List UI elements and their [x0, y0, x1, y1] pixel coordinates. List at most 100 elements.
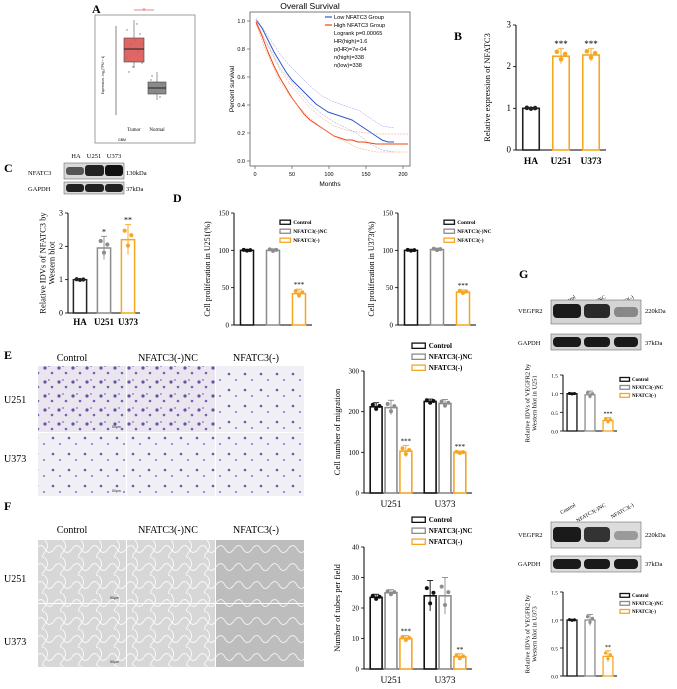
legend-label: NFATC3(-) [457, 237, 484, 244]
survival-hr: HR(high)=1.6 [334, 39, 367, 45]
y-axis-label: Cell proliferation in U373(%) [367, 221, 376, 317]
y-tick-label: 0.5 [551, 647, 558, 653]
survival-nlow: n(low)=338 [334, 63, 362, 69]
y-tick-label: 30 [352, 574, 360, 582]
survival-xtick-label: 200 [398, 172, 407, 178]
data-point [588, 394, 592, 398]
legend-swatch [411, 527, 426, 534]
y-tick-label: 40 [352, 544, 360, 552]
legend-label: Control [632, 594, 649, 599]
chart-g-u373: 0.0 0.5 1.0 1.5 Relative IDVs of VEGFR2 byWe… [524, 591, 617, 681]
bar [384, 406, 398, 494]
wb-c-size-37: 37kDa [126, 186, 143, 193]
legend-label: NFATC3(-)NC [293, 228, 327, 235]
tube-u373-control [38, 604, 126, 667]
y-tick-label: 50 [222, 284, 230, 292]
legend-g-u251: Control NFATC3(-)NC NFATC3(-) [619, 376, 664, 399]
bar [399, 637, 413, 670]
legend-swatch [443, 219, 456, 225]
data-point [245, 248, 249, 253]
data-point [572, 391, 577, 396]
data-point [74, 277, 79, 282]
legend-swatch [279, 219, 292, 225]
wb-g2-band-nc [584, 527, 610, 542]
survival-ytick-label: 1.0 [237, 19, 245, 25]
data-point [374, 596, 379, 601]
panel-a-survival: Overall Survival Percent survival Months… [229, 1, 411, 188]
y-tick-label: 1.0 [551, 619, 558, 625]
data-point [439, 399, 444, 404]
bar [566, 619, 578, 677]
bar [369, 405, 383, 494]
data-point [428, 601, 433, 606]
legend-label: NFATC3(-) [632, 394, 656, 399]
y-tick-label: 1.0 [551, 392, 558, 398]
wb-g1-size-220: 220kDa [645, 308, 666, 315]
data-point [457, 450, 462, 455]
data-point [274, 247, 279, 252]
legend-swatch [443, 237, 456, 243]
bar [72, 278, 88, 314]
wb-c-row-gapdh: GAPDH [28, 186, 51, 193]
data-point [267, 247, 272, 252]
bar [455, 291, 471, 326]
survival-xlabel: Months [319, 181, 341, 188]
data-point [608, 653, 613, 657]
y-tick-label: 0 [390, 322, 394, 330]
y-tick-label: 150 [219, 210, 230, 218]
image-col-nc: NFATC3(-)NC [138, 353, 198, 364]
data-point [592, 50, 598, 56]
bar [403, 249, 419, 326]
x-category-label: HA [524, 157, 538, 167]
significance-label: *** [458, 282, 469, 290]
legend-g-u373: Control NFATC3(-)NC NFATC3(-) [619, 592, 664, 615]
y-tick-label: 0.0 [551, 430, 558, 436]
panel-label-e: E [4, 348, 12, 362]
survival-legend-high: High NFATC3 Group [334, 23, 385, 29]
y-axis-label: Relative expression of NFATC3 [482, 33, 492, 142]
wb-g2-band-gapdh-1 [553, 559, 581, 569]
y-axis-label: Relative IDVs of VEGFR2 byWestern blot i… [524, 363, 538, 442]
y-tick-label: 0 [356, 490, 360, 498]
bar [429, 248, 445, 326]
wb-g2-lane-knock: NFATC3(-) [610, 502, 636, 521]
data-point [407, 635, 412, 640]
y-tick-label: 100 [349, 449, 360, 457]
survival-frame [249, 11, 411, 167]
data-point [562, 51, 568, 57]
survival-nhigh: n(high)=338 [334, 55, 364, 61]
survival-ci-low-upper [255, 17, 395, 129]
bar [399, 450, 413, 494]
wb-g2-band-knock [614, 531, 638, 540]
data-point [293, 288, 298, 293]
image-row-u373: U373 [4, 454, 26, 465]
bar [453, 451, 467, 494]
data-point [461, 291, 465, 296]
panel-label-b: B [454, 29, 462, 43]
data-point [590, 616, 595, 620]
significance-label: *** [554, 39, 568, 49]
y-axis-label-line: Western blot in U373 [532, 606, 539, 662]
data-point [570, 618, 574, 622]
y-axis-label-line: Cell proliferation in U251(%) [203, 221, 212, 317]
data-point [585, 390, 590, 395]
data-point [588, 55, 594, 60]
data-point [271, 248, 275, 253]
legend-swatch [279, 237, 292, 243]
survival-ylabel: Percent survival [229, 65, 236, 112]
panel-a-boxplot: A Expression - log₂(TPM + 1) * Tumor Nor… [92, 2, 196, 144]
data-point [590, 392, 595, 396]
legend-label: Control [429, 516, 452, 524]
tube-u373-nc [127, 604, 215, 667]
significance-label: *** [604, 412, 613, 418]
data-point [81, 277, 86, 282]
wb-g1-row-vegfr2: VEGFR2 [518, 308, 543, 315]
boxplot-cat-tumor: Tumor [127, 128, 141, 133]
data-point [457, 288, 462, 293]
data-point [424, 586, 429, 591]
data-point [385, 401, 390, 406]
legend-f: Control NFATC3(-)NC NFATC3(-) [411, 516, 472, 546]
legend-swatch [619, 600, 631, 606]
data-point [446, 590, 451, 595]
wb-c-band-u251 [85, 165, 104, 176]
